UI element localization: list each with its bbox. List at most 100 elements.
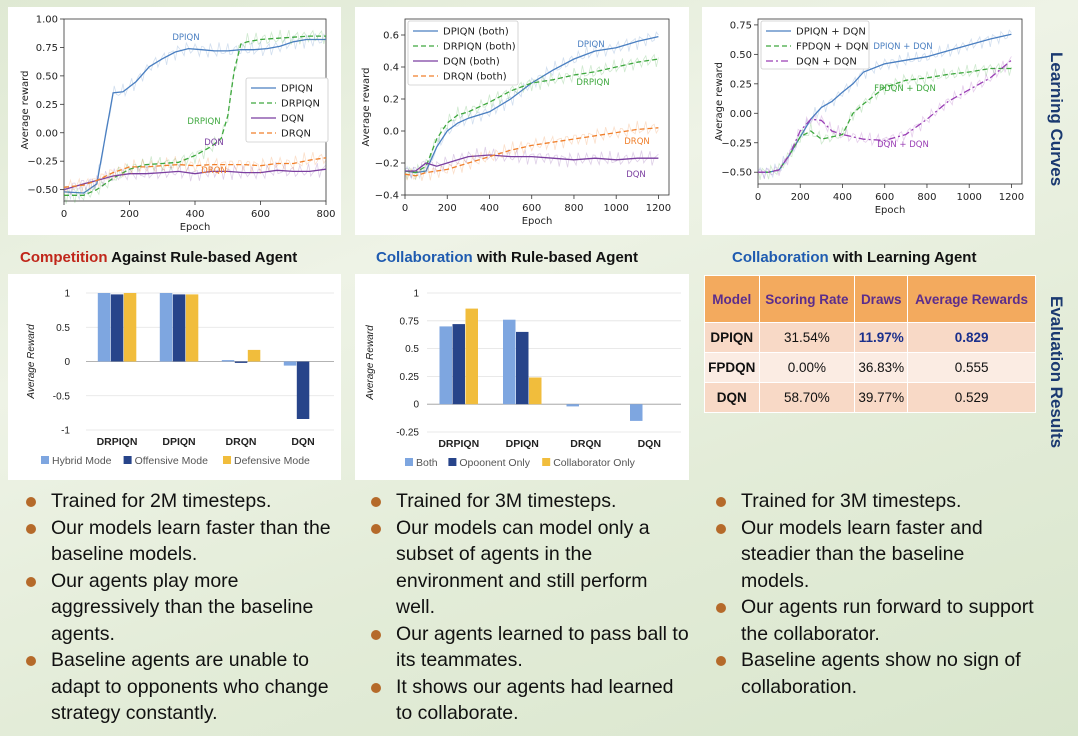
y-axis-label: Average reward [714, 62, 725, 141]
bar [247, 349, 261, 362]
table-cell: DQN [704, 382, 760, 413]
side-label-learning-curves: Learning Curves [1047, 52, 1066, 187]
x-tick-label: 0 [402, 203, 408, 214]
learning-curve-competition: 0 200 400 600 800 −0.50 −0.25 0.00 0.25 0.50 0.75 1… [8, 7, 341, 235]
x-tick-label: 1000 [956, 192, 981, 203]
table-cell: 39.77% [854, 382, 909, 413]
y-tick-label: 0.00 [730, 109, 752, 120]
x-tick-label: 400 [480, 203, 499, 214]
list-item: Baseline agents show no sign of collabor… [714, 647, 1034, 700]
title-competition-rest: Against Rule-based Agent [107, 249, 298, 266]
table-row: DQN 58.70% 39.77% 0.529 [704, 382, 1036, 413]
y-axis-label: Average reward [20, 71, 31, 150]
bar [221, 360, 235, 362]
table-row: DPIQN 31.54% 11.97% 0.829 [704, 322, 1036, 353]
y-tick-label: 0.5 [56, 323, 70, 334]
y-tick-label: 0.2 [383, 95, 399, 106]
bullet-text: Our models can model only a subset of ag… [396, 516, 650, 619]
list-item: Baseline agents are unable to adapt to o… [24, 647, 344, 727]
table-cell: 0.829 [907, 322, 1036, 353]
series-inline-label: DPIQN [172, 33, 199, 43]
bullet-dot-icon [26, 497, 36, 507]
category-label: DRQN [570, 438, 601, 450]
bullet-dot-icon [371, 497, 381, 507]
series-inline-label: DRQN [624, 137, 650, 147]
table-cell: 0.529 [907, 382, 1036, 413]
bullet-text: Our agents run forward to support the co… [741, 596, 1034, 645]
list-item: Trained for 3M timesteps. [714, 488, 1034, 515]
bullet-dot-icon [371, 523, 381, 534]
y-tick-label: -1 [61, 426, 70, 437]
series-line [404, 35, 659, 174]
list-item: Our agents learned to pass ball to its t… [369, 621, 689, 674]
bar [566, 404, 579, 407]
series-line [404, 127, 659, 177]
y-tick-label: 0.25 [400, 372, 420, 383]
bullets-collab-learning: Trained for 3M timesteps. Our models lea… [714, 488, 1034, 700]
title-collab-rule: Collaboration with Rule-based Agent [376, 249, 638, 266]
y-tick-label: 1 [64, 289, 70, 300]
x-tick-label: 200 [120, 209, 139, 220]
bullet-text: It shows our agents had learned to colla… [396, 675, 674, 725]
title-collab-rule-highlight: Collaboration [376, 249, 473, 266]
y-tick-label: 0.75 [730, 20, 752, 31]
bullet-dot-icon [716, 603, 726, 613]
x-tick-label: 1000 [603, 203, 628, 214]
list-item: Trained for 2M timesteps. [24, 488, 344, 515]
bar-chart-competition-svg: -1 -0.5 0 0.5 1 Average Reward DRPIQN DPIQN DRQN… [26, 289, 334, 467]
bullets-collab-rule: Trained for 3M timesteps. Our models can… [369, 488, 689, 727]
category-label: DPIQN [162, 436, 195, 448]
bullet-text: Trained for 2M timesteps. [51, 490, 272, 512]
x-tick-label: 1200 [646, 203, 671, 214]
table-cell: FPDQN [704, 352, 760, 383]
y-tick-label: −0.50 [721, 168, 752, 179]
bullets-competition: Trained for 2M timesteps. Our models lea… [24, 488, 344, 727]
legend-entry: DQN (both) [443, 57, 500, 68]
legend-swatch [41, 456, 49, 464]
series-noise-band [404, 31, 659, 180]
bar [234, 361, 248, 363]
bar [185, 294, 199, 362]
list-item: Our models can model only a subset of ag… [369, 515, 689, 621]
results-table-header: Model Scoring Rate Draws Average Rewards [704, 275, 1036, 323]
header-model: Model [704, 275, 760, 323]
bullet-text: Our agents play more aggressively than t… [51, 569, 314, 645]
bullet-text: Trained for 3M timesteps. [396, 490, 617, 512]
bullet-text: Our agents learned to pass ball to its t… [396, 622, 689, 672]
series-inline-label: FPDQN + DQN [874, 84, 936, 94]
legend-entry: DRQN [281, 129, 311, 140]
legend-swatch [405, 458, 413, 466]
learning-curve-collab-learning-svg: 0 200 400 600 800 1000 1200 −0.50 −0.25 0.00 0.25 0… [714, 18, 1024, 216]
legend-entry: Hybrid Mode [52, 455, 112, 467]
bar [439, 326, 452, 405]
x-tick-label: 0 [61, 209, 67, 220]
title-collab-learning: Collaboration with Learning Agent [732, 249, 976, 266]
y-tick-label: 1.00 [36, 15, 58, 26]
series-noise-band [404, 53, 659, 181]
bar [465, 308, 478, 405]
table-cell: DPIQN [704, 322, 760, 353]
bar-chart-competition: -1 -0.5 0 0.5 1 Average Reward DRPIQN DPIQN DRQN… [8, 274, 341, 480]
legend-entry: Opoonent Only [459, 457, 530, 469]
legend-entry: DRPIQN (both) [443, 42, 516, 53]
legend-box [760, 20, 870, 70]
learning-curve-collab-learning: 0 200 400 600 800 1000 1200 −0.50 −0.25 0.00 0.25 0… [702, 7, 1035, 235]
x-tick-label: 600 [522, 203, 541, 214]
series-noise-band [63, 29, 327, 204]
category-label: DPIQN [506, 438, 539, 450]
y-tick-label: 0.25 [36, 100, 58, 111]
x-tick-label: 1200 [999, 192, 1024, 203]
bar [503, 319, 516, 405]
series-inline-label: DRPIQN [576, 78, 609, 88]
legend-entry: FPDQN + DQN [796, 42, 869, 53]
table-row: FPDQN 0.00% 36.83% 0.555 [704, 352, 1036, 383]
y-tick-label: 0.4 [383, 63, 399, 74]
y-tick-label: −0.50 [27, 185, 58, 196]
x-tick-label: 600 [251, 209, 270, 220]
title-collab-learning-highlight: Collaboration [732, 249, 829, 266]
bar [159, 293, 173, 362]
x-tick-label: 400 [833, 192, 852, 203]
bullet-dot-icon [26, 656, 36, 666]
list-item: Our agents play more aggressively than t… [24, 568, 344, 648]
x-tick-label: 200 [438, 203, 457, 214]
